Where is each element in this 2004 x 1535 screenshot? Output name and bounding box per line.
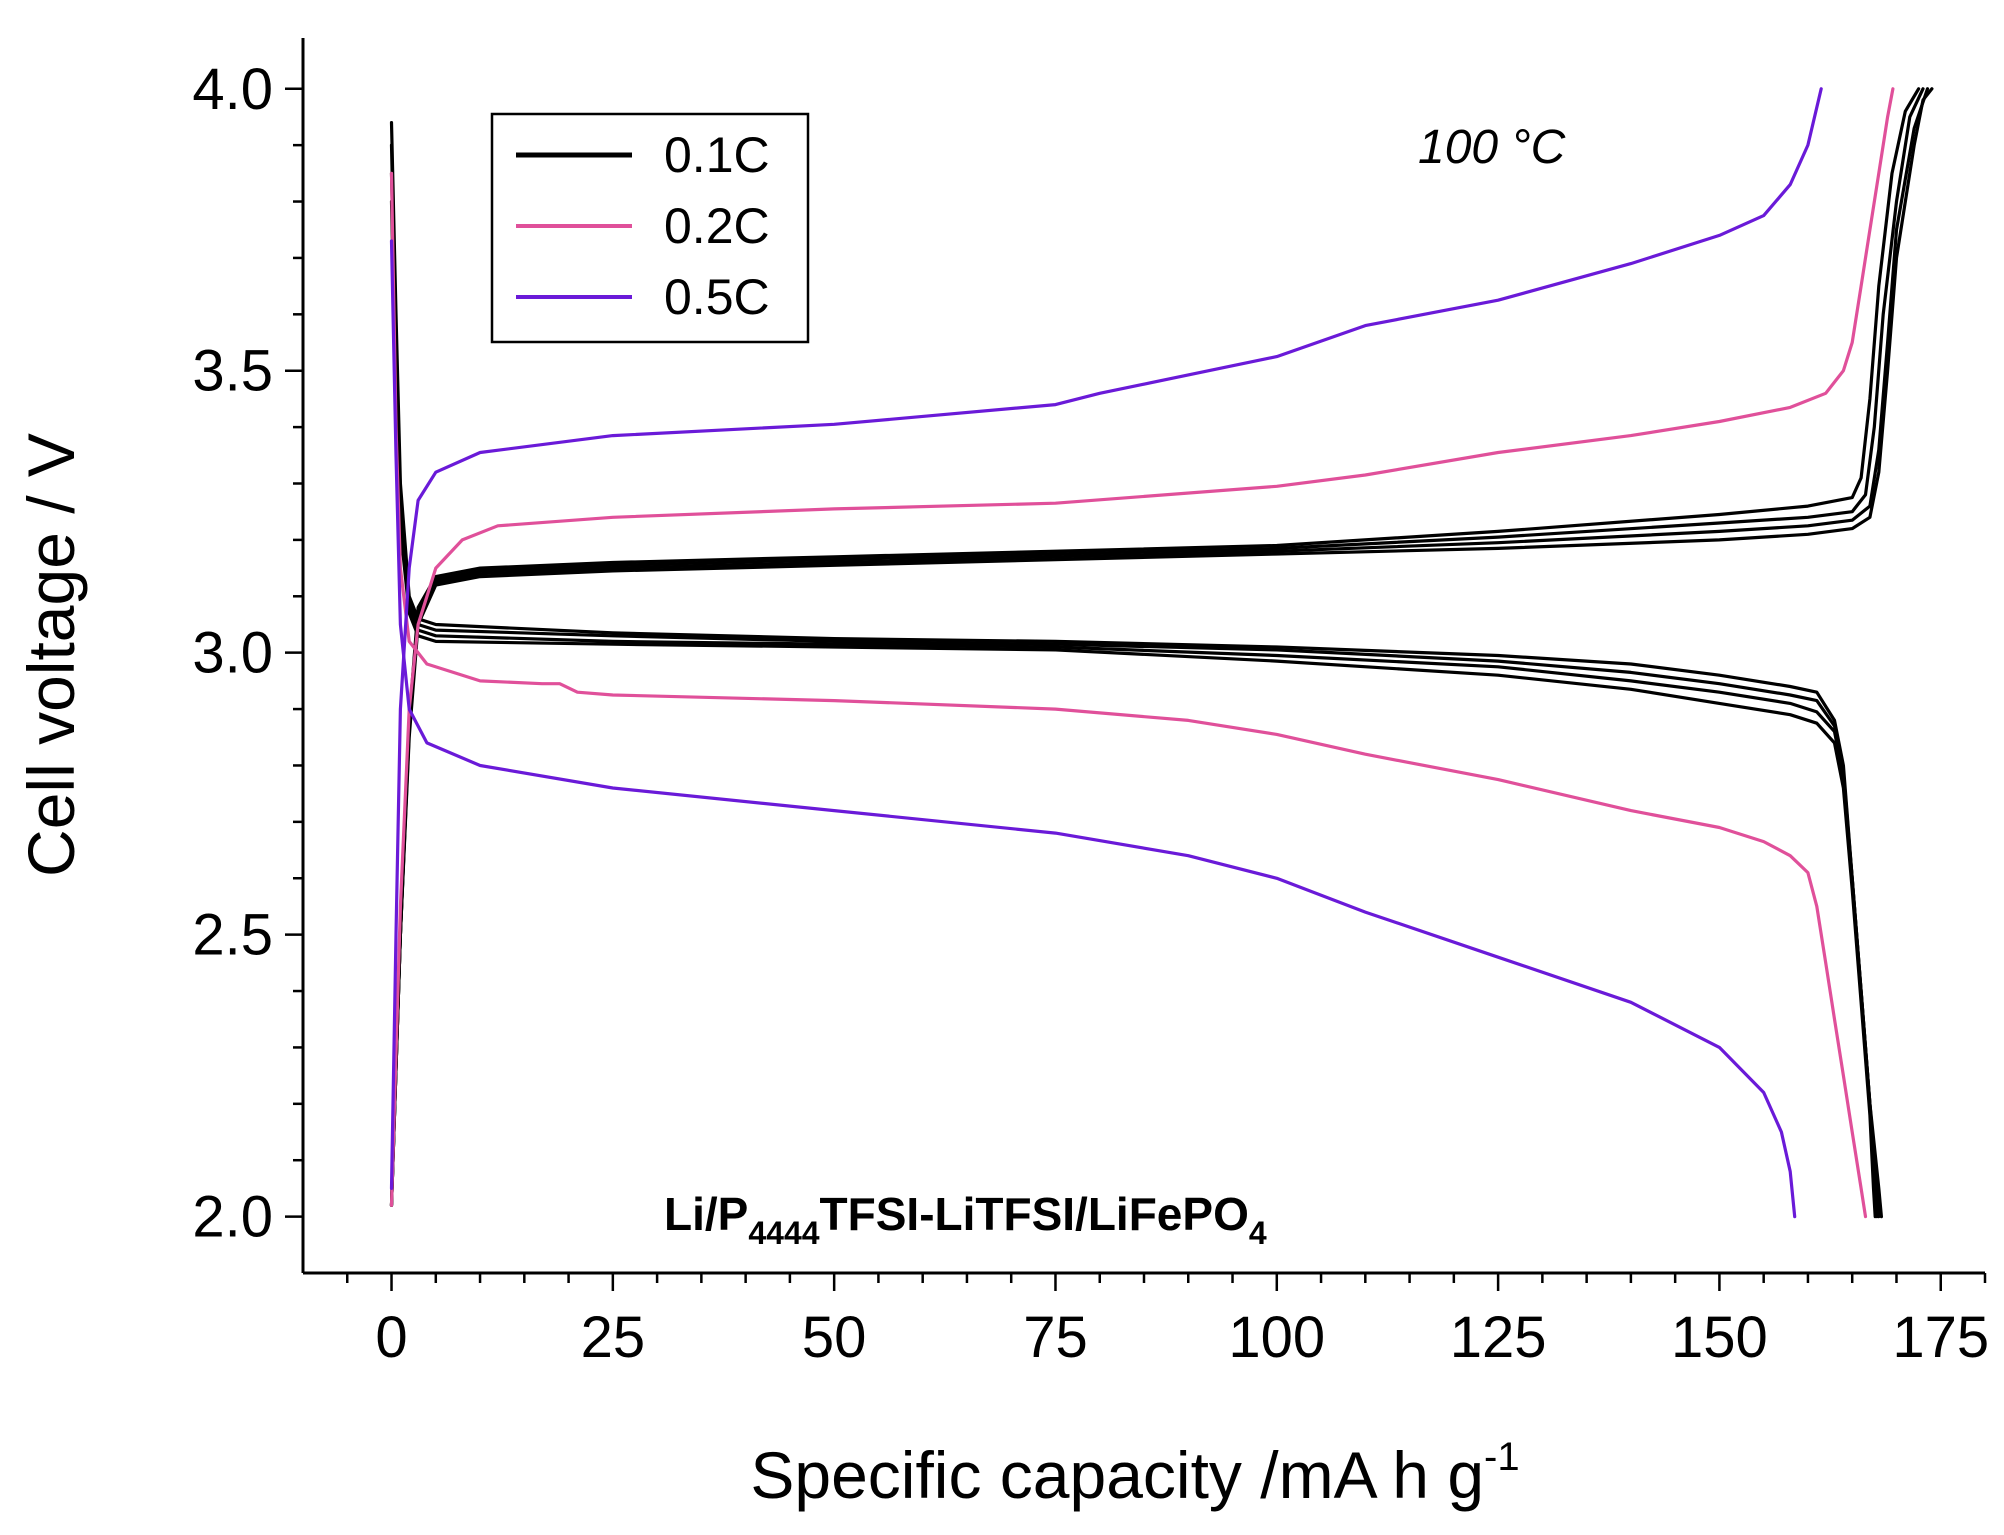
x-tick-label: 25: [581, 1305, 646, 1370]
axes: 0 25 50 75 100 125 150 175 2.0 2.5 3.0 3.5 4.0: [192, 38, 1989, 1370]
cell-annotation-part2: TFSI-LiTFSI/LiFePO: [820, 1188, 1249, 1240]
series-layer: [389, 87, 1934, 1219]
series-line-0-1c-charge-3: [389, 87, 1925, 1207]
legend-label-0.2c: 0.2C: [664, 198, 770, 254]
x-tick-label: 125: [1450, 1305, 1547, 1370]
series-line-0-2c-charge: [389, 87, 1895, 1207]
series-line-0-1c-discharge-4: [389, 199, 1877, 1219]
x-axis-title-sup: -1: [1484, 1435, 1520, 1479]
x-tick-label: 100: [1228, 1305, 1325, 1370]
x-tick-label: 75: [1023, 1305, 1088, 1370]
legend-label-0.5c: 0.5C: [664, 269, 770, 325]
y-tick-label: 4.0: [192, 57, 273, 122]
cell-annotation-sub2: 4: [1249, 1215, 1267, 1251]
legend: 0.1C 0.2C 0.5C: [490, 112, 810, 344]
legend-label-0.1c: 0.1C: [664, 127, 770, 183]
y-tick-label: 3.0: [192, 621, 273, 686]
x-tick-label: 150: [1671, 1305, 1768, 1370]
series-line-0-5c-charge: [389, 87, 1823, 1190]
x-axis-title: Specific capacity /mA h g-1: [750, 1435, 1519, 1512]
y-axis-title: Cell voltage / V: [14, 433, 88, 877]
y-tick-label: 3.5: [192, 339, 273, 404]
series-line-0-1c-charge-1: [389, 87, 1934, 1207]
x-axis-title-text: Specific capacity /mA h g: [750, 1438, 1484, 1512]
x-tick-label: 175: [1892, 1305, 1989, 1370]
x-tick-label: 0: [375, 1305, 407, 1370]
y-tick-label: 2.5: [192, 903, 273, 968]
series-line-0-2c-discharge: [389, 171, 1868, 1219]
temperature-annotation: 100 °C: [1418, 121, 1566, 174]
cell-annotation-sub1: 4444: [748, 1215, 819, 1251]
series-line-0-5c-discharge: [389, 239, 1797, 1219]
series-line-0-1c-charge-4: [389, 87, 1921, 1207]
cell-annotation-part1: Li/P: [664, 1188, 748, 1240]
x-tick-label: 50: [802, 1305, 867, 1370]
y-tick-label: 2.0: [192, 1185, 273, 1250]
cell-annotation: Li/P4444TFSI-LiTFSI/LiFePO4: [664, 1188, 1267, 1251]
